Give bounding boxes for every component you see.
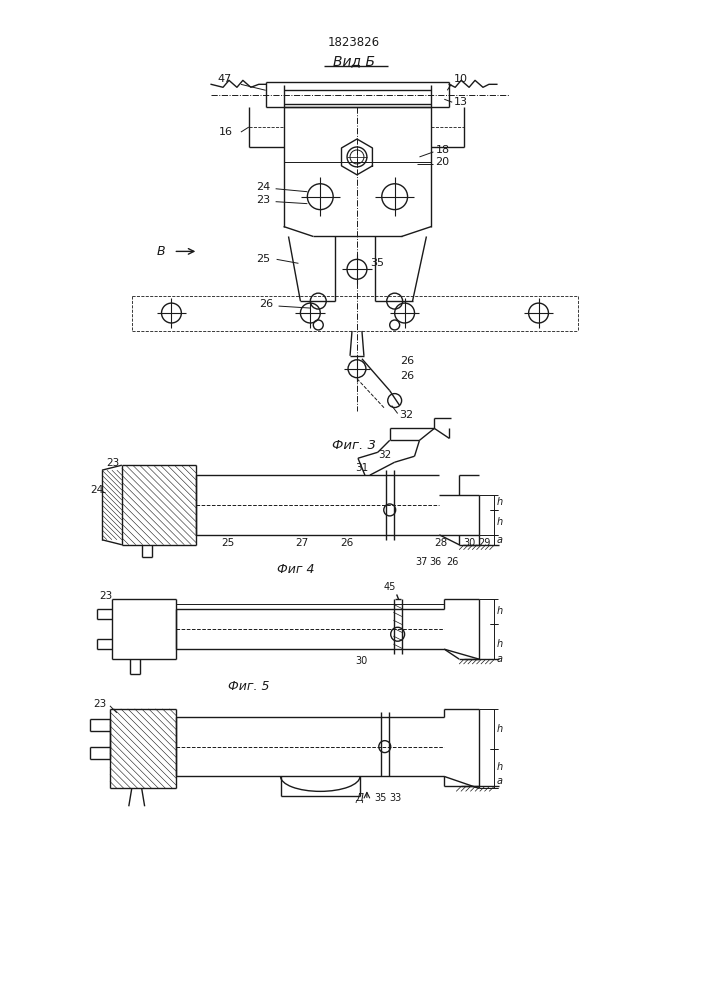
Text: 25: 25 xyxy=(221,538,234,548)
Text: 23: 23 xyxy=(99,591,112,601)
Text: a: a xyxy=(497,654,503,664)
Text: 33: 33 xyxy=(390,793,402,803)
Text: 18: 18 xyxy=(436,145,450,155)
Text: a: a xyxy=(497,776,503,786)
Text: 35: 35 xyxy=(374,793,386,803)
Text: 25: 25 xyxy=(256,254,270,264)
Text: Фиг 4: Фиг 4 xyxy=(276,563,314,576)
Text: 1823826: 1823826 xyxy=(328,36,380,49)
Text: 23: 23 xyxy=(256,195,270,205)
Text: Фиг. 3: Фиг. 3 xyxy=(332,439,376,452)
Text: 23: 23 xyxy=(106,458,119,468)
Text: 27: 27 xyxy=(296,538,309,548)
Text: 24: 24 xyxy=(90,485,103,495)
Text: 45: 45 xyxy=(383,582,396,592)
Text: h: h xyxy=(497,724,503,734)
Text: 24: 24 xyxy=(256,182,270,192)
Text: h: h xyxy=(497,639,503,649)
Text: В: В xyxy=(156,245,165,258)
Text: 30: 30 xyxy=(463,538,475,548)
Text: 30: 30 xyxy=(355,656,367,666)
Text: 26: 26 xyxy=(259,299,273,309)
Text: 32: 32 xyxy=(378,450,391,460)
Text: Фиг. 5: Фиг. 5 xyxy=(228,680,269,693)
Text: 20: 20 xyxy=(436,157,450,167)
Text: h: h xyxy=(497,517,503,527)
Text: 13: 13 xyxy=(454,97,468,107)
Text: 28: 28 xyxy=(434,538,448,548)
Text: 26: 26 xyxy=(399,356,414,366)
Text: 23: 23 xyxy=(93,699,106,709)
Text: 10: 10 xyxy=(454,74,468,84)
Text: 36: 36 xyxy=(429,557,442,567)
Text: h: h xyxy=(497,762,503,772)
Text: 16: 16 xyxy=(219,127,233,137)
Text: 37: 37 xyxy=(416,557,428,567)
Text: a: a xyxy=(497,535,503,545)
Text: 35: 35 xyxy=(370,258,384,268)
Text: 31: 31 xyxy=(355,463,368,473)
Text: 47: 47 xyxy=(217,74,231,84)
Text: h: h xyxy=(497,606,503,616)
Text: 32: 32 xyxy=(399,410,414,420)
Text: h: h xyxy=(497,497,503,507)
Text: Д: Д xyxy=(355,793,363,803)
Text: 29: 29 xyxy=(478,538,491,548)
Text: 26: 26 xyxy=(399,371,414,381)
Text: 26: 26 xyxy=(340,538,354,548)
Text: 26: 26 xyxy=(446,557,459,567)
Text: Вид Б: Вид Б xyxy=(333,54,375,68)
